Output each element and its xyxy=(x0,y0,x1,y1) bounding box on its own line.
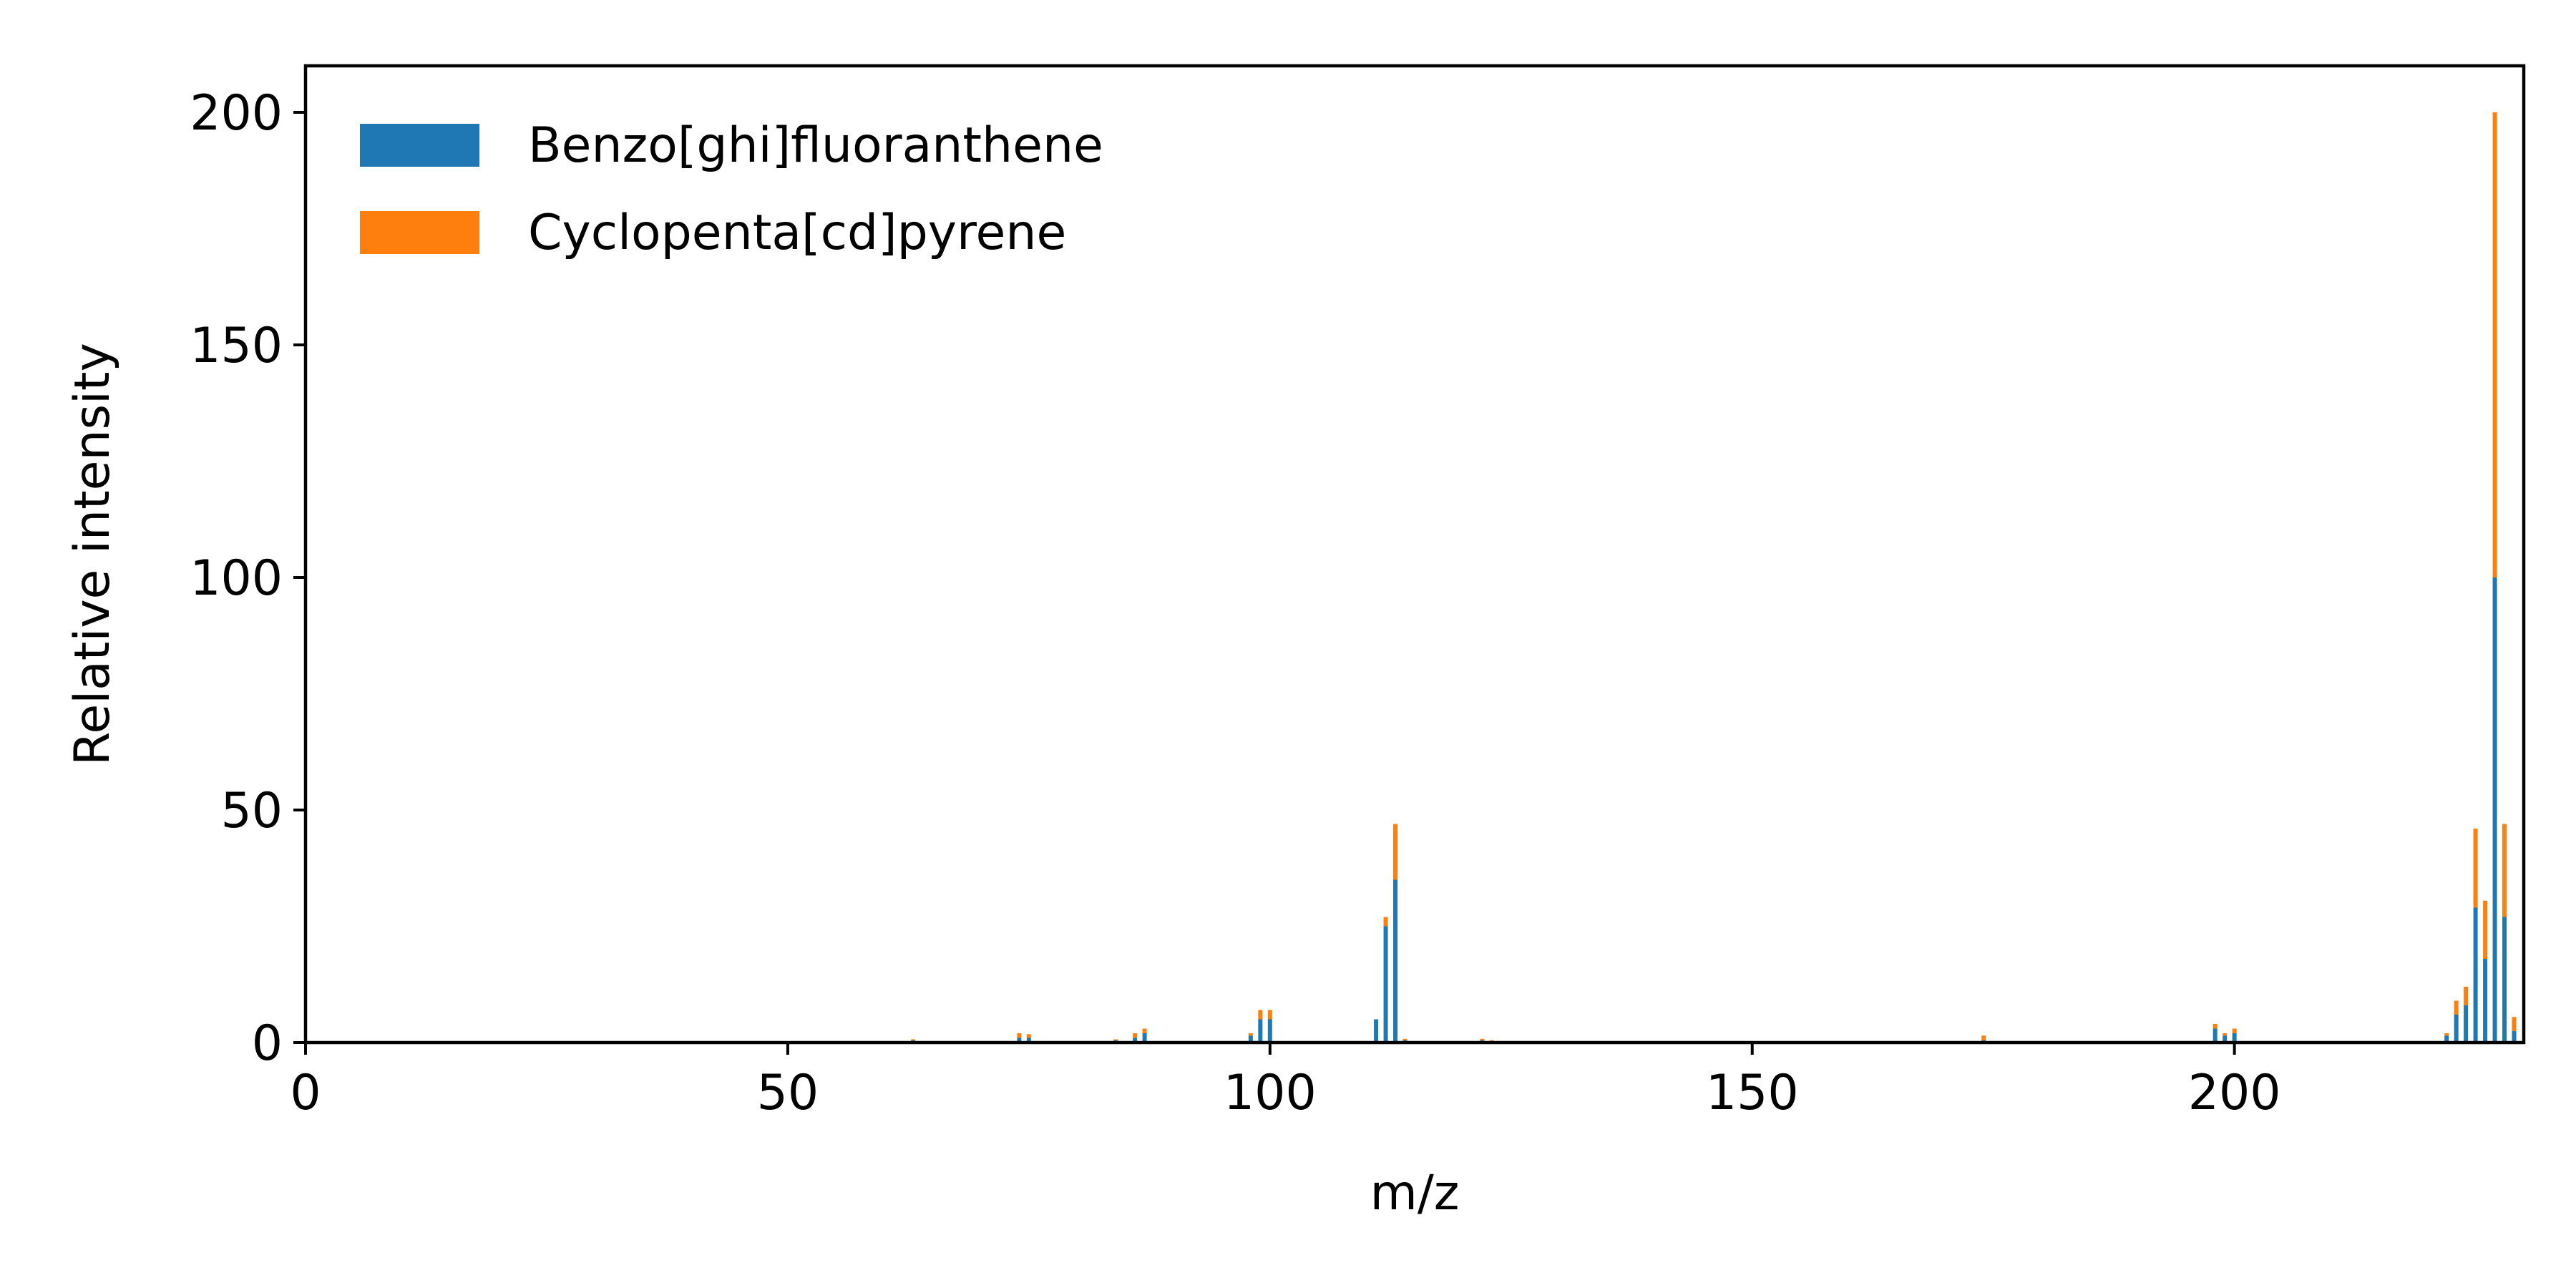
bar-series-2-mz-199 xyxy=(2223,1033,2228,1036)
bar-series-2-mz-84 xyxy=(1113,1039,1118,1040)
y-axis-ticks: 0 50 100 150 200 xyxy=(190,85,306,1072)
bar-series-2-mz-87 xyxy=(1142,1028,1147,1033)
bar-series-1-mz-222 xyxy=(2444,1035,2449,1043)
bar-series-2-mz-222 xyxy=(2444,1033,2449,1036)
bar-series-2-mz-112 xyxy=(1383,917,1388,927)
bar-series-2-mz-228 xyxy=(2502,824,2507,917)
bar-series-2-mz-224 xyxy=(2464,987,2469,1005)
bar-series-2-mz-227 xyxy=(2492,112,2497,577)
bars-layer xyxy=(911,112,2517,1043)
x-axis-label: m/z xyxy=(1370,1165,1460,1221)
y-tick-label: 150 xyxy=(190,318,283,374)
legend-swatch xyxy=(360,211,479,254)
bar-series-2-mz-198 xyxy=(2212,1024,2218,1029)
bar-series-2-mz-86 xyxy=(1133,1033,1138,1038)
x-tick-label: 0 xyxy=(290,1065,321,1121)
bar-series-1-mz-75 xyxy=(1026,1038,1031,1043)
x-tick-label: 200 xyxy=(2188,1065,2281,1121)
bar-series-2-mz-226 xyxy=(2483,900,2488,959)
bar-series-1-mz-86 xyxy=(1133,1038,1138,1043)
bar-series-1-mz-200 xyxy=(2232,1033,2237,1043)
bar-series-2-mz-200 xyxy=(2232,1028,2237,1033)
bar-series-2-mz-114 xyxy=(1402,1038,1407,1040)
x-tick-label: 50 xyxy=(757,1065,819,1121)
bar-series-2-mz-99 xyxy=(1258,1010,1263,1020)
y-tick-label: 200 xyxy=(190,85,283,142)
x-tick-label: 100 xyxy=(1224,1065,1317,1121)
y-tick-label: 0 xyxy=(252,1015,283,1072)
bar-series-1-mz-229 xyxy=(2512,1030,2517,1043)
bar-series-1-mz-224 xyxy=(2464,1005,2469,1043)
bar-series-2-mz-63 xyxy=(911,1039,916,1040)
legend: Benzo[ghi]fluoranthene Cyclopenta[cd]pyre… xyxy=(360,117,1103,261)
bar-series-1-mz-227 xyxy=(2492,577,2497,1043)
bar-series-1-mz-228 xyxy=(2502,917,2507,1043)
plot-frame xyxy=(303,64,2526,1045)
bar-series-2-mz-74 xyxy=(1017,1033,1022,1038)
bar-series-1-mz-111 xyxy=(1374,1019,1379,1043)
bar-series-1-mz-87 xyxy=(1142,1033,1147,1043)
bar-series-1-mz-74 xyxy=(1017,1038,1022,1043)
legend-swatch xyxy=(360,124,479,167)
bar-series-2-mz-229 xyxy=(2512,1017,2517,1031)
bar-series-1-mz-198 xyxy=(2212,1028,2218,1043)
bar-series-1-mz-226 xyxy=(2483,959,2488,1043)
bar-series-2-mz-223 xyxy=(2454,1000,2459,1015)
bar-series-2-mz-113 xyxy=(1393,824,1398,880)
bar-series-2-mz-225 xyxy=(2473,829,2478,908)
bar-series-1-mz-99 xyxy=(1258,1019,1263,1043)
bar-series-2-mz-100 xyxy=(1267,1010,1272,1020)
bar-series-1-mz-100 xyxy=(1267,1019,1272,1043)
bar-series-2-mz-122 xyxy=(1480,1038,1485,1040)
bar-series-1-mz-225 xyxy=(2473,907,2478,1043)
bar-series-1-mz-113 xyxy=(1393,879,1398,1043)
bar-series-2-mz-123 xyxy=(1489,1040,1494,1042)
x-tick-label: 150 xyxy=(1706,1065,1799,1121)
bar-series-2-mz-174 xyxy=(1981,1035,1986,1040)
y-tick-label: 50 xyxy=(220,783,283,839)
bar-series-2-mz-98 xyxy=(1248,1033,1253,1036)
bar-series-1-mz-199 xyxy=(2223,1035,2228,1043)
y-tick-label: 100 xyxy=(190,550,283,607)
y-axis-label: Relative intensity xyxy=(64,343,121,766)
legend-label: Benzo[ghi]fluoranthene xyxy=(528,117,1103,174)
bar-series-2-mz-75 xyxy=(1026,1034,1031,1038)
bar-series-1-mz-98 xyxy=(1248,1035,1253,1043)
bar-series-1-mz-112 xyxy=(1383,926,1388,1043)
x-axis-ticks: 0 50 100 150 200 xyxy=(290,1043,2281,1121)
bar-series-1-mz-223 xyxy=(2454,1015,2459,1043)
legend-label: Cyclopenta[cd]pyrene xyxy=(528,205,1066,261)
